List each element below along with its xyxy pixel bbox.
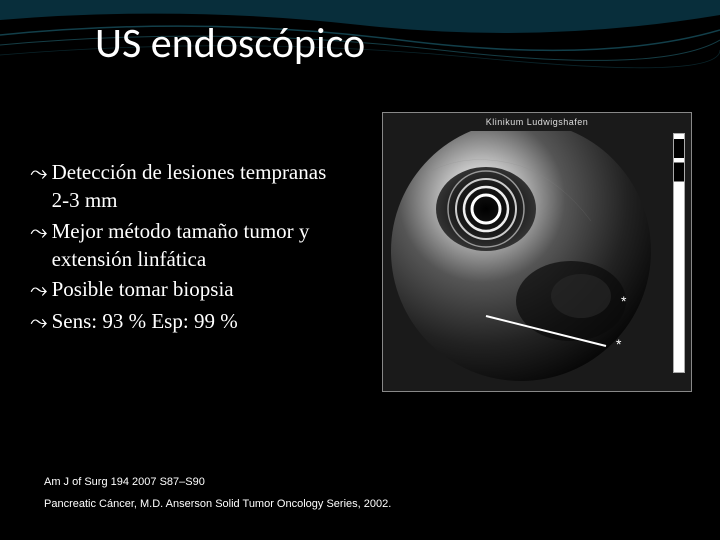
bullet-item: ⤳ Sens: 93 % Esp: 99 % — [30, 307, 340, 337]
bullet-item: ⤳ Posible tomar biopsia — [30, 275, 340, 305]
bullet-text: Mejor método tamaño tumor y extensión li… — [52, 217, 340, 274]
svg-text:*: * — [621, 293, 627, 309]
ultrasound-scale-bar — [673, 133, 685, 373]
bullet-list: ⤳ Detección de lesiones tempranas 2-3 mm… — [30, 158, 340, 339]
bullet-text: Detección de lesiones tempranas 2-3 mm — [52, 158, 340, 215]
slide-title: US endoscópico — [95, 18, 365, 69]
reference-line: Pancreatic Cáncer, M.D. Anserson Solid T… — [44, 498, 391, 510]
bullet-text: Posible tomar biopsia — [52, 275, 234, 303]
bullet-item: ⤳ Mejor método tamaño tumor y extensión … — [30, 217, 340, 274]
ultrasound-image: Klinikum Ludwigshafen * * — [382, 112, 692, 392]
image-header-text: Klinikum Ludwigshafen — [383, 117, 691, 127]
bullet-marker-icon: ⤳ — [30, 307, 48, 337]
bullet-text: Sens: 93 % Esp: 99 % — [52, 307, 238, 335]
bullet-marker-icon: ⤳ — [30, 158, 48, 188]
reference-line: Am J of Surg 194 2007 S87–S90 — [44, 476, 391, 488]
svg-text:*: * — [616, 336, 622, 352]
ultrasound-graphic-icon: * * — [391, 131, 671, 381]
bullet-marker-icon: ⤳ — [30, 217, 48, 247]
references: Am J of Surg 194 2007 S87–S90 Pancreatic… — [44, 476, 391, 520]
bullet-marker-icon: ⤳ — [30, 275, 48, 305]
bullet-item: ⤳ Detección de lesiones tempranas 2-3 mm — [30, 158, 340, 215]
